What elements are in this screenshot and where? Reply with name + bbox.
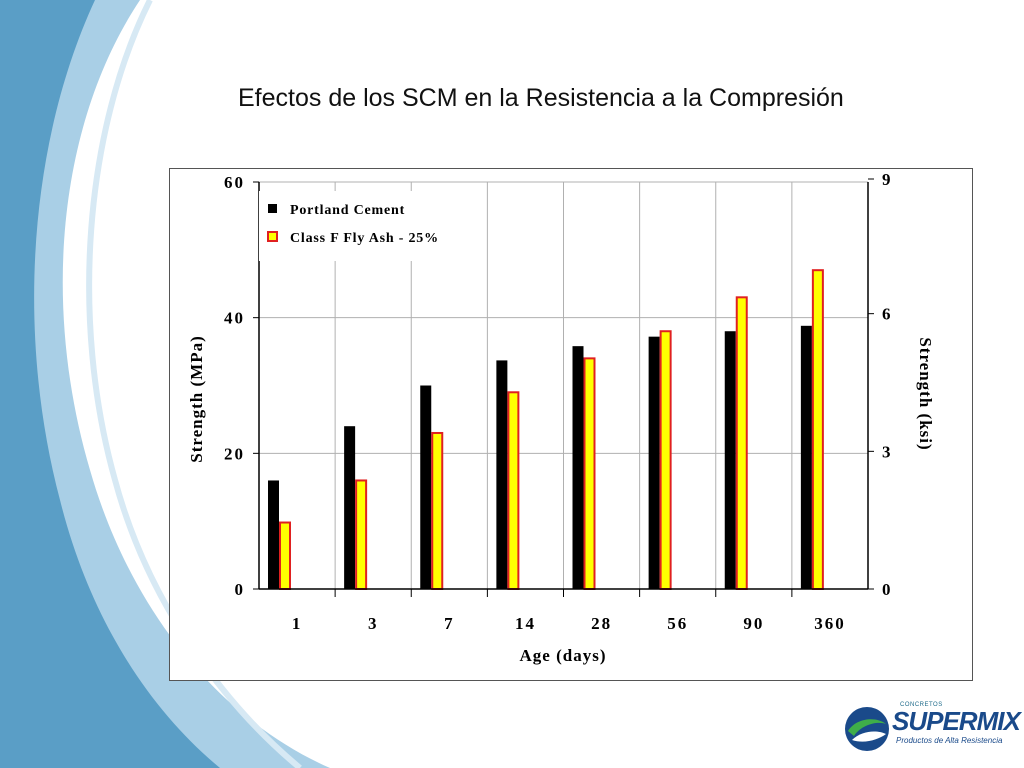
y-tick-label: 0 [235,580,246,599]
tick-labels: 0 20 40 60 0 3 6 9 1 3 7 14 28 56 90 360 [224,170,891,633]
bar-portland-cement [344,426,356,589]
legend-swatch-flyash [267,231,278,242]
legend-swatch-portland [268,204,277,213]
x-tick-label: 28 [591,614,612,633]
bar-portland-cement [420,385,432,589]
gridlines [259,181,868,589]
y-tick-label: 60 [224,173,245,192]
legend-label-portland: Portland Cement [290,203,405,218]
y2-tick-label: 9 [882,170,891,189]
bar-class-f-fly-ash [583,357,596,590]
x-tick-label: 14 [515,614,536,633]
slide-title: Efectos de los SCM en la Resistencia a l… [238,84,844,112]
bar-portland-cement [800,325,812,589]
swoosh-dark [0,0,220,768]
x-tick-label: 56 [667,614,688,633]
y-tick-label: 20 [224,444,245,463]
legend-box [259,191,483,261]
bar-class-f-fly-ash [431,431,444,590]
bar-portland-cement [572,346,584,589]
y2-tick-label: 0 [882,580,891,599]
bar-class-f-fly-ash [279,521,291,591]
logo-top-text: CONCRETOS [900,702,943,708]
logo-name: SUPERMIX [892,706,1021,736]
y2-tick-label: 6 [882,305,891,324]
legend: Portland Cement Class F Fly Ash - 25% [259,191,483,261]
legend-label-flyash: Class F Fly Ash - 25% [290,231,439,246]
y-axis-label: Strength (MPa) [187,335,206,462]
x-tick-label: 90 [743,614,764,633]
x-tick-label: 3 [368,614,379,633]
bar-class-f-fly-ash [659,330,672,590]
bars [268,269,824,591]
x-axis-label: Age (days) [520,646,607,665]
bar-class-f-fly-ash [507,391,520,590]
strength-bar-chart: 0 20 40 60 0 3 6 9 1 3 7 14 28 56 90 360 Age (days) Str… [187,170,935,665]
x-tick-label: 360 [814,614,846,633]
y2-tick-label: 3 [882,442,891,461]
bar-portland-cement [724,331,736,589]
x-tick-label: 7 [444,614,455,633]
y-tick-label: 40 [224,309,245,328]
bar-portland-cement [648,336,660,589]
chart-frame: 0 20 40 60 0 3 6 9 1 3 7 14 28 56 90 360 Age (days) Str… [169,168,973,681]
bar-portland-cement [268,480,279,589]
logo-tagline: Productos de Alta Resistencia [896,736,1003,745]
y2-axis-label: Strength (ksi) [916,337,935,450]
bar-class-f-fly-ash [811,269,824,591]
bar-class-f-fly-ash [735,296,748,590]
logo-emblem-icon [845,707,889,751]
bar-class-f-fly-ash [355,479,368,591]
x-tick-label: 1 [292,614,303,633]
bar-portland-cement [496,360,508,589]
supermix-logo: CONCRETOS SUPERMIX Productos de Alta Res… [842,700,1021,756]
swoosh-highlight [86,0,302,768]
